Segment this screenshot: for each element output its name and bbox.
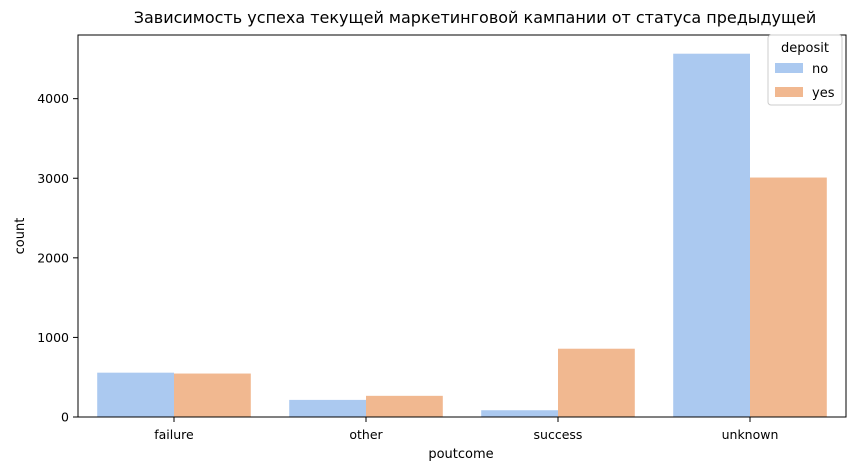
y-tick-label: 1000 (37, 330, 69, 345)
legend: deposit no yes (767, 34, 843, 106)
plot-frame (77, 34, 847, 418)
y-tick-label: 4000 (37, 91, 69, 106)
y-tick-label: 2000 (37, 250, 69, 265)
y-tick-label: 3000 (37, 171, 69, 186)
x-tick-label: failure (154, 427, 194, 442)
y-tick-label: 0 (61, 410, 69, 425)
bar-unknown-no (673, 53, 750, 417)
x-axis-label: poutcome (428, 447, 493, 462)
bar-success-no (481, 410, 558, 417)
legend-label-yes: yes (812, 86, 835, 101)
bar-success-yes (558, 348, 635, 417)
bar-unknown-yes (750, 177, 827, 417)
y-axis-label: count (13, 218, 28, 255)
chart-title: Зависимость успеха текущей маркетинговой… (134, 8, 817, 27)
bar-other-no (289, 399, 366, 417)
legend-swatch-yes (775, 87, 803, 97)
bar-other-yes (366, 395, 443, 417)
x-tick-label: other (349, 427, 383, 442)
legend-swatch-no (775, 63, 803, 73)
legend-title: deposit (781, 41, 829, 56)
x-tick-label: success (534, 427, 583, 442)
x-tick-label: unknown (722, 427, 779, 442)
plot-area: failure other success unknown 0 1000 2000 3000 4… (37, 34, 847, 442)
bar-failure-no (97, 372, 174, 417)
bar-failure-yes (174, 373, 251, 417)
legend-label-no: no (812, 62, 828, 77)
